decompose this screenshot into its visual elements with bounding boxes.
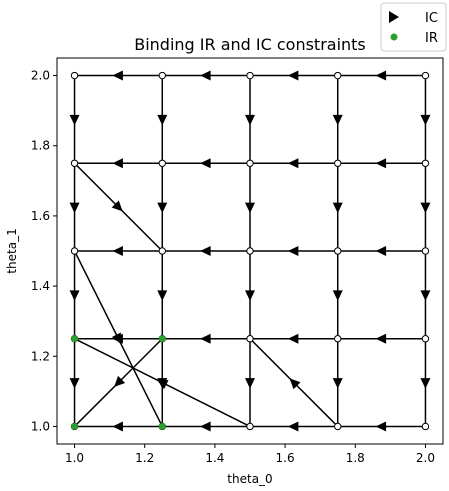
node-point — [421, 159, 430, 167]
chart-title: Binding IR and IC constraints — [134, 35, 366, 54]
node-point — [334, 422, 342, 431]
ic-arrow — [420, 378, 431, 389]
nodes — [70, 71, 430, 431]
node-point — [421, 71, 430, 80]
y-tick-label: 1.2 — [31, 349, 50, 363]
ic-arrow — [245, 378, 255, 389]
ic-arrow — [157, 202, 168, 214]
x-tick-label: 1.4 — [205, 451, 224, 465]
y-tick-label: 1.6 — [31, 209, 50, 223]
node-point — [246, 159, 254, 167]
ir-point — [71, 335, 79, 343]
legend-box — [380, 2, 447, 52]
node-point — [246, 247, 254, 255]
ic-arrow — [332, 378, 343, 389]
plot-frame — [56, 57, 444, 445]
ic-arrow — [287, 421, 299, 432]
ir-point — [158, 422, 166, 430]
ir-point — [71, 422, 79, 430]
node-point — [421, 422, 430, 431]
ic-arrow — [112, 158, 123, 169]
node-point — [158, 71, 166, 80]
ic-arrow — [157, 290, 168, 301]
y-tick-label: 2.0 — [31, 69, 50, 83]
y-axis-title: theta_1 — [5, 228, 19, 273]
ic-arrow — [200, 70, 211, 81]
x-tick-label: 1.0 — [65, 451, 84, 465]
y-tick-label: 1.8 — [31, 139, 50, 153]
ic-arrow — [245, 202, 255, 214]
ic-arrow — [156, 379, 169, 390]
ic-arrows — [69, 70, 431, 432]
ic-arrow — [420, 290, 431, 301]
ic-arrow — [200, 333, 211, 344]
ic-arrow — [69, 290, 80, 301]
ic-arrow — [200, 421, 211, 432]
legend-ir-marker — [390, 33, 398, 41]
x-axis-ticks: 1.0 1.2 1.4 1.6 1.8 2.0 — [65, 444, 435, 465]
ir-point — [158, 335, 166, 343]
node-point — [158, 159, 166, 167]
x-tick-label: 1.6 — [276, 451, 295, 465]
x-axis-title: theta_0 — [227, 472, 272, 486]
ic-arrow — [287, 333, 299, 344]
ic-arrow — [332, 202, 343, 214]
node-point — [421, 247, 430, 255]
ic-arrow — [375, 246, 387, 256]
ic-arrow — [289, 378, 301, 390]
ic-arrow — [112, 70, 123, 81]
node-point — [421, 335, 430, 343]
ic-arrow — [375, 333, 387, 344]
node-point — [334, 159, 342, 167]
node-point — [246, 71, 254, 80]
ic-arrow — [69, 202, 80, 214]
node-point — [246, 422, 254, 431]
node-point — [334, 71, 342, 80]
node-point — [246, 335, 254, 343]
y-tick-label: 1.0 — [31, 419, 50, 433]
legend: IC IR — [380, 2, 447, 52]
node-point — [70, 71, 79, 80]
node-point — [70, 247, 79, 255]
ic-arrow — [287, 70, 299, 81]
node-point — [334, 335, 342, 343]
x-tick-label: 1.8 — [346, 451, 365, 465]
ic-arrow — [112, 421, 123, 432]
ic-arrow — [375, 421, 387, 432]
plot-area — [69, 70, 431, 432]
ic-arrow — [69, 114, 80, 126]
ic-arrow — [420, 114, 431, 126]
legend-ic-marker — [389, 11, 399, 23]
y-tick-label: 1.4 — [31, 279, 50, 293]
ic-arrow — [200, 158, 211, 169]
ic-arrow — [69, 378, 80, 389]
ic-arrow — [287, 158, 299, 169]
node-point — [70, 159, 79, 167]
node-point — [334, 247, 342, 255]
ic-arrow — [200, 246, 211, 256]
y-axis-ticks: 1.0 1.2 1.4 1.6 1.8 2.0 — [31, 69, 57, 433]
ic-arrow — [420, 202, 431, 214]
ic-arrow — [157, 114, 168, 126]
ic-arrow — [245, 114, 255, 126]
ic-arrow — [111, 200, 123, 212]
ic-arrow — [375, 70, 387, 81]
ir-points — [71, 335, 166, 430]
ic-arrow — [111, 332, 122, 345]
ic-arrow — [375, 158, 387, 169]
node-point — [158, 247, 166, 255]
ic-arrow — [287, 246, 299, 256]
legend-ic-label: IC — [425, 11, 438, 26]
ic-arrow — [112, 246, 123, 256]
ic-arrow — [245, 290, 255, 301]
ic-arrow — [332, 114, 343, 126]
legend-ir-label: IR — [425, 31, 438, 46]
x-tick-label: 2.0 — [416, 451, 435, 465]
ic-arrow — [114, 375, 126, 387]
x-tick-label: 1.2 — [135, 451, 154, 465]
ic-arrow — [332, 290, 343, 301]
